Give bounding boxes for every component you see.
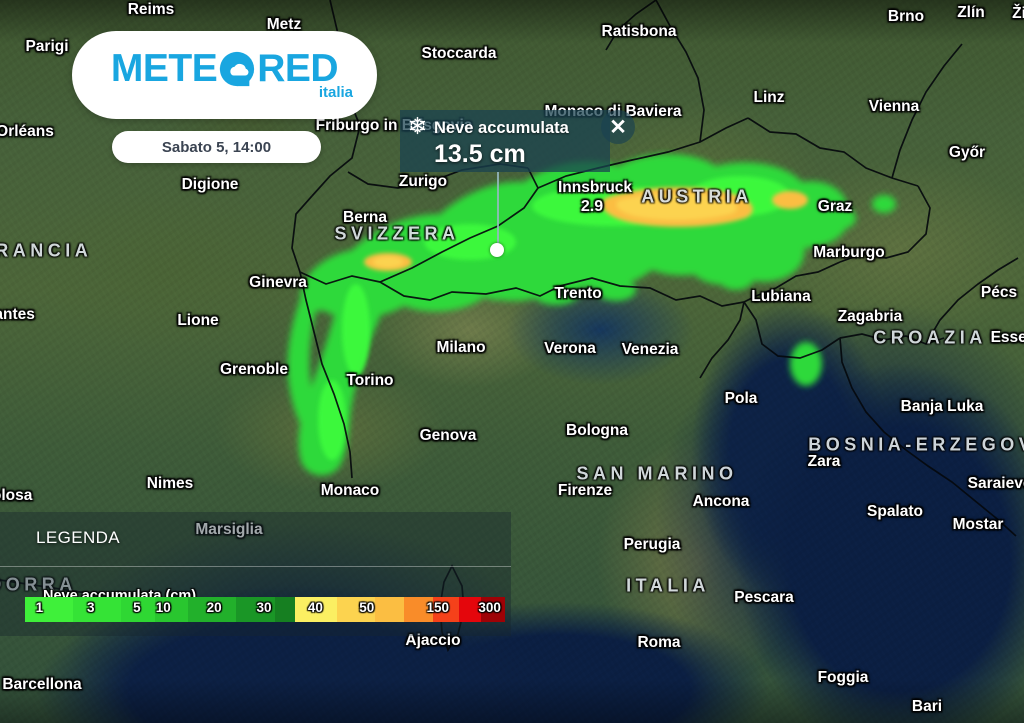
legend-divider xyxy=(0,566,511,567)
legend-tick-label: 150 xyxy=(426,600,450,615)
close-icon[interactable]: ✕ xyxy=(601,110,635,144)
legend-color-scale[interactable]: 1 3 5 10 20 30 40 50 150 300 xyxy=(25,597,505,622)
legend-color-segment xyxy=(404,597,433,622)
legend-color-segment xyxy=(73,597,121,622)
meteored-logo[interactable]: METE RED italia xyxy=(72,31,377,119)
legend-tick-label: 50 xyxy=(359,600,375,615)
legend-tick-label: 5 xyxy=(133,600,141,615)
tooltip-value: 13.5 cm xyxy=(434,140,526,168)
legend-color-segment xyxy=(459,597,481,622)
legend-tick-label: 30 xyxy=(256,600,272,615)
legend-color-segment xyxy=(375,597,405,622)
legend-color-segment xyxy=(274,597,296,622)
forecast-timestamp-pill[interactable]: Sabato 5, 14:00 xyxy=(112,131,321,163)
snowflake-icon xyxy=(408,116,427,140)
logo-edition-label: italia xyxy=(318,84,353,101)
legend-color-segment xyxy=(25,597,73,622)
forecast-timestamp-label: Sabato 5, 14:00 xyxy=(161,138,272,156)
close-glyph: ✕ xyxy=(609,115,627,139)
measurement-tooltip[interactable]: Neve accumulata 13.5 cm xyxy=(400,110,610,172)
legend-tick-label: 40 xyxy=(307,600,323,615)
legend-tick-label: 300 xyxy=(478,600,501,615)
logo-text-part2: RED xyxy=(257,47,339,90)
map-point-marker[interactable] xyxy=(490,243,504,257)
legend-color-segment xyxy=(236,597,275,622)
legend-color-segment xyxy=(188,597,237,622)
logo-text-part1: METE xyxy=(110,47,218,90)
legend-color-segment xyxy=(295,597,337,622)
logo-wordmark: METE RED xyxy=(110,47,339,90)
legend-title: LEGENDA xyxy=(36,528,121,547)
tooltip-title: Neve accumulata xyxy=(434,118,569,137)
legend-tick-label: 3 xyxy=(86,600,95,615)
cloud-in-circle-icon xyxy=(218,50,256,88)
legend-color-segment xyxy=(433,597,460,622)
legend-tick-label: 20 xyxy=(206,600,222,615)
tooltip-leader-line xyxy=(497,172,499,248)
legend-color-segment xyxy=(481,597,505,622)
legend-color-segment xyxy=(337,597,376,622)
legend-tick-label: 1 xyxy=(35,600,44,615)
legend-tick-label: 10 xyxy=(155,600,171,615)
legend-color-segment xyxy=(121,597,155,622)
legend-color-segment xyxy=(154,597,189,622)
